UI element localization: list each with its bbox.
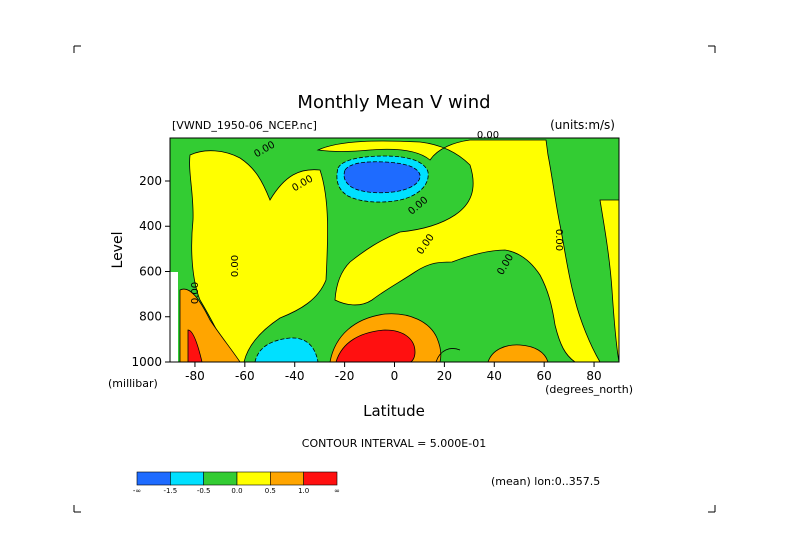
color-bar-label: -0.5 [197, 487, 211, 495]
x-tick-label: 20 [437, 369, 452, 383]
y-axis: 200 400 600 800 1000 [131, 174, 170, 369]
x-tick-label: -60 [235, 369, 255, 383]
color-bar-label: 0.0 [231, 487, 242, 495]
x-tick-label: 40 [487, 369, 502, 383]
plot-area [170, 138, 619, 362]
contour-label: 0.00 [477, 130, 499, 141]
color-bar-label: 0.5 [265, 487, 276, 495]
color-bar-swatch [236, 471, 271, 486]
color-bar-swatch [303, 471, 338, 486]
region-jet-core-strong [343, 161, 421, 194]
y-tick-label: 600 [139, 264, 162, 278]
region-subtropical-north [599, 199, 619, 362]
x-axis-label: Latitude [363, 402, 425, 420]
color-bar-label: 1.0 [298, 487, 309, 495]
region-upper-southern-midlat [189, 150, 329, 362]
color-bar-swatch [203, 471, 238, 486]
region-north-orange [487, 344, 549, 362]
contour-label: 0.00 [553, 229, 564, 251]
x-tick-label: -20 [335, 369, 355, 383]
contour-line-tropics [435, 348, 461, 362]
x-axis-units: (degrees_north) [545, 383, 633, 396]
mean-note: (mean) lon:0..357.5 [491, 475, 600, 488]
color-bar-label: -1.5 [163, 487, 177, 495]
color-bar-label: -∞ [133, 487, 141, 495]
y-tick-label: 1000 [131, 355, 162, 369]
corner-marks [73, 45, 716, 513]
corner-mark-bottom-right [708, 505, 716, 513]
contour-interval-text: CONTOUR INTERVAL = 5.000E-01 [302, 437, 486, 450]
x-tick-label: 60 [537, 369, 552, 383]
region-upper-tropics [316, 139, 601, 362]
y-axis-units: (millibar) [108, 377, 158, 390]
color-bar-swatch [170, 471, 204, 486]
y-tick-label: 400 [139, 219, 162, 233]
color-bar-label: ∞ [334, 487, 340, 495]
y-tick-label: 800 [139, 310, 162, 324]
corner-mark-top-left [73, 45, 81, 53]
contour-label: 0.00 [190, 282, 201, 304]
y-axis-label: Level [110, 232, 126, 269]
color-bar-swatch [136, 471, 171, 486]
region-equatorial-red [335, 329, 416, 362]
x-tick-label: -40 [285, 369, 305, 383]
region-polar-south-red [187, 329, 203, 362]
y-tick-label: 200 [139, 174, 162, 188]
corner-mark-bottom-left [73, 505, 81, 513]
contour-label: 0.00 [230, 255, 241, 277]
x-axis: -80 -60 -40 -20 0 20 40 60 80 [185, 362, 602, 383]
x-tick-label: 0 [391, 369, 399, 383]
color-bar-swatch [270, 471, 304, 486]
chart-title: Monthly Mean V wind [297, 92, 490, 113]
units-label: (units:m/s) [550, 118, 615, 132]
color-bar: -∞ -1.5 -0.5 0.0 0.5 1.0 ∞ [133, 471, 340, 495]
region-low-level-southern-cyan [254, 337, 319, 362]
dataset-label: [VWND_1950-06_NCEP.nc] [172, 119, 317, 132]
region-missing-antarctica [170, 272, 178, 362]
x-tick-label: -80 [185, 369, 205, 383]
corner-mark-top-right [708, 45, 716, 53]
x-tick-label: 80 [586, 369, 601, 383]
